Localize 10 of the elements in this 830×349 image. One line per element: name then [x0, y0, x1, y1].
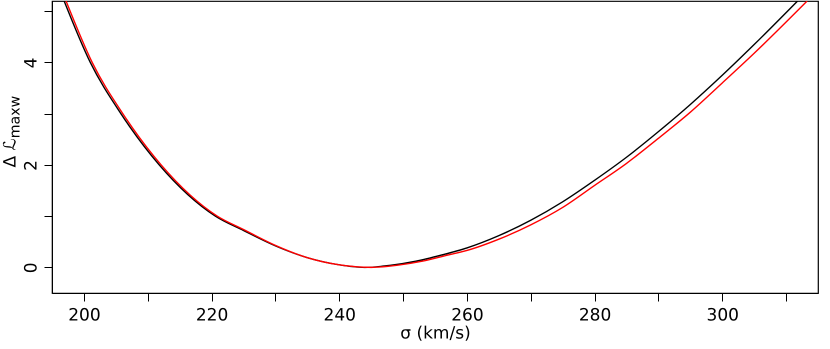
x-tick-label: 280: [578, 306, 612, 326]
x-tick-label: 220: [196, 306, 228, 326]
y-tick-label: 2: [22, 160, 42, 171]
x-tick-label: 260: [451, 306, 484, 326]
x-tick-label: 240: [324, 306, 356, 326]
y-tick-label: 4: [22, 58, 42, 68]
y-tick-label: 0: [22, 262, 42, 274]
x-axis-title: σ (km/s): [400, 324, 471, 344]
x-tick-label: 200: [68, 306, 101, 326]
x-tick-label: 300: [706, 306, 739, 326]
